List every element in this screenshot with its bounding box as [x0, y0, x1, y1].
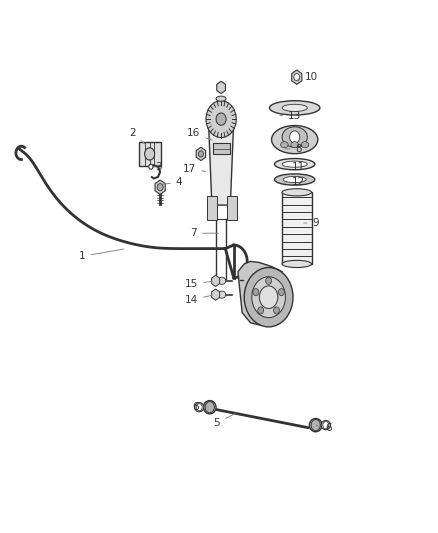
- Text: 8: 8: [285, 144, 302, 154]
- Text: 1: 1: [79, 249, 124, 261]
- Text: 12: 12: [284, 177, 306, 187]
- Circle shape: [258, 307, 264, 314]
- Ellipse shape: [216, 96, 226, 101]
- Circle shape: [205, 401, 214, 413]
- Ellipse shape: [269, 101, 320, 115]
- Circle shape: [253, 288, 259, 296]
- Circle shape: [157, 183, 163, 191]
- Ellipse shape: [282, 127, 307, 147]
- Polygon shape: [155, 180, 165, 195]
- Bar: [213, 143, 230, 155]
- Bar: [282, 192, 311, 264]
- Text: 17: 17: [183, 164, 206, 174]
- Text: 14: 14: [185, 295, 212, 305]
- Ellipse shape: [309, 418, 322, 432]
- Ellipse shape: [218, 277, 226, 285]
- Circle shape: [198, 151, 203, 157]
- Circle shape: [252, 277, 286, 318]
- FancyBboxPatch shape: [207, 196, 217, 220]
- Text: 15: 15: [185, 279, 212, 289]
- Ellipse shape: [282, 104, 307, 111]
- Text: 16: 16: [187, 128, 212, 140]
- Text: 6: 6: [193, 402, 207, 412]
- Text: 6: 6: [316, 423, 332, 433]
- Text: 11: 11: [284, 161, 306, 172]
- Ellipse shape: [321, 421, 330, 430]
- Circle shape: [294, 74, 300, 81]
- Ellipse shape: [282, 260, 311, 268]
- Circle shape: [145, 148, 155, 160]
- Ellipse shape: [218, 291, 226, 298]
- Polygon shape: [212, 289, 219, 300]
- Ellipse shape: [282, 189, 311, 196]
- Polygon shape: [212, 275, 219, 286]
- Circle shape: [279, 288, 284, 296]
- Circle shape: [274, 307, 279, 314]
- Polygon shape: [217, 81, 226, 94]
- Circle shape: [266, 277, 272, 285]
- Ellipse shape: [194, 402, 204, 412]
- Polygon shape: [196, 147, 206, 160]
- FancyBboxPatch shape: [227, 196, 237, 220]
- Circle shape: [290, 131, 300, 143]
- Text: 9: 9: [304, 218, 319, 228]
- Ellipse shape: [291, 142, 298, 148]
- Circle shape: [196, 403, 202, 411]
- Ellipse shape: [301, 142, 309, 148]
- Ellipse shape: [281, 142, 288, 148]
- Bar: [139, 142, 161, 166]
- Circle shape: [216, 113, 226, 125]
- Text: 5: 5: [214, 414, 235, 427]
- Ellipse shape: [275, 174, 315, 185]
- Text: 13: 13: [280, 110, 301, 120]
- Polygon shape: [208, 120, 234, 205]
- Ellipse shape: [283, 176, 306, 183]
- Ellipse shape: [272, 126, 318, 154]
- Text: 4: 4: [163, 177, 182, 187]
- Circle shape: [244, 268, 293, 327]
- Polygon shape: [292, 70, 302, 84]
- Text: 3: 3: [154, 161, 161, 172]
- Circle shape: [206, 101, 236, 138]
- Text: 2: 2: [130, 128, 145, 144]
- Ellipse shape: [203, 401, 216, 414]
- Circle shape: [149, 164, 153, 169]
- Circle shape: [311, 419, 320, 431]
- Ellipse shape: [282, 161, 307, 167]
- Circle shape: [323, 422, 329, 429]
- Text: 10: 10: [297, 72, 318, 82]
- Text: 7: 7: [191, 228, 218, 238]
- Circle shape: [259, 286, 278, 309]
- Polygon shape: [238, 261, 286, 325]
- Ellipse shape: [275, 158, 315, 170]
